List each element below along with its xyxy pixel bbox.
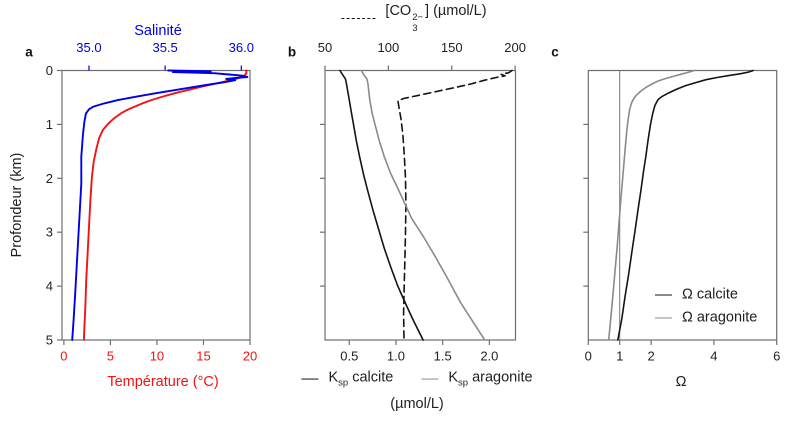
ksp-unit-label: (µmol/L) [390,396,444,412]
omega-calcite-line-sample [655,294,672,295]
omega-tick-label: 6 [773,349,780,364]
panel-b-frame [324,69,517,341]
co3-concentration-curve [397,69,513,341]
omega-aragonite-legend-label: Ω aragonite [682,309,758,326]
temperature-axis-title: Température (°C) [107,374,219,390]
omega-tick-label: 1 [616,349,623,364]
panel-b-plot: 50 100 150 200 0.5 1.0 1.5 2.0 [318,40,526,364]
temp-tick-label: 10 [150,349,164,364]
panel-c-plot: 0 1 2 4 6 [583,69,780,364]
ksp-calcite-line-sample [301,378,319,380]
depth-tick-label: 0 [46,63,53,78]
salinity-axis-title: Salinité [134,23,182,39]
depth-tick-label: 5 [46,333,53,348]
panel-c-frame [587,69,778,341]
ksp-calcite-legend-label: Ksp calcite [328,369,394,389]
depth-tick-label: 1 [46,117,53,132]
ksp-tick-label: 1.0 [387,349,405,364]
temp-tick-label: 15 [196,349,210,364]
ksp-legend: Ksp calcite Ksp aragonite [301,369,533,389]
omega-calcite-curve [616,69,755,341]
co3-tick-label: 200 [504,40,526,55]
omega-calcite-legend-item: Ω calcite [655,287,757,303]
omega-aragonite-curve [607,69,696,341]
co3-tick-label: 50 [318,40,332,55]
co3-legend: [CO 2− 3] (µmol/L) [341,3,487,34]
depth-tick-label: 4 [46,279,53,294]
ksp-calcite-curve [339,69,424,341]
ksp-aragonite-curve [360,69,486,341]
co3-tick-label: 150 [441,40,463,55]
omega-legend: Ω calcite Ω aragonite [655,287,757,326]
co3-tick-label: 100 [378,40,400,55]
sal-tick-label: 35.5 [152,40,177,55]
depth-tick-label: 2 [46,171,53,186]
omega-tick-label: 0 [585,349,592,364]
salinity-profile-curve [71,69,249,341]
ksp-aragonite-line-sample [421,378,439,380]
panel-c-letter: c [551,44,559,60]
sal-tick-label: 36.0 [229,40,254,55]
depth-tick-label: 3 [46,225,53,240]
omega-tick-label: 2 [647,349,654,364]
ksp-tick-label: 0.5 [340,349,358,364]
omega-calcite-legend-label: Ω calcite [682,286,738,303]
co3-legend-label: [CO 2− 3] (µmol/L) [385,3,487,34]
panel-a-frame [61,69,251,341]
ksp-aragonite-legend-label: Ksp aragonite [448,369,533,389]
panel-b-letter: b [287,44,297,60]
co3-legend-line-sample [341,17,376,19]
ksp-tick-label: 1.5 [434,349,452,364]
depth-axis-title: Profondeur (km) [9,152,25,258]
temp-tick-label: 20 [243,349,257,364]
omega-tick-label: 4 [710,349,717,364]
omega-aragonite-line-sample [655,317,672,318]
omega-aragonite-legend-item: Ω aragonite [655,310,757,326]
temp-tick-label: 0 [60,349,67,364]
temp-tick-label: 5 [107,349,114,364]
omega-axis-title: Ω [675,374,687,390]
temperature-profile-curve [82,69,248,341]
sal-tick-label: 35.0 [76,40,101,55]
panel-a-letter: a [25,44,33,60]
ksp-tick-label: 2.0 [480,349,498,364]
